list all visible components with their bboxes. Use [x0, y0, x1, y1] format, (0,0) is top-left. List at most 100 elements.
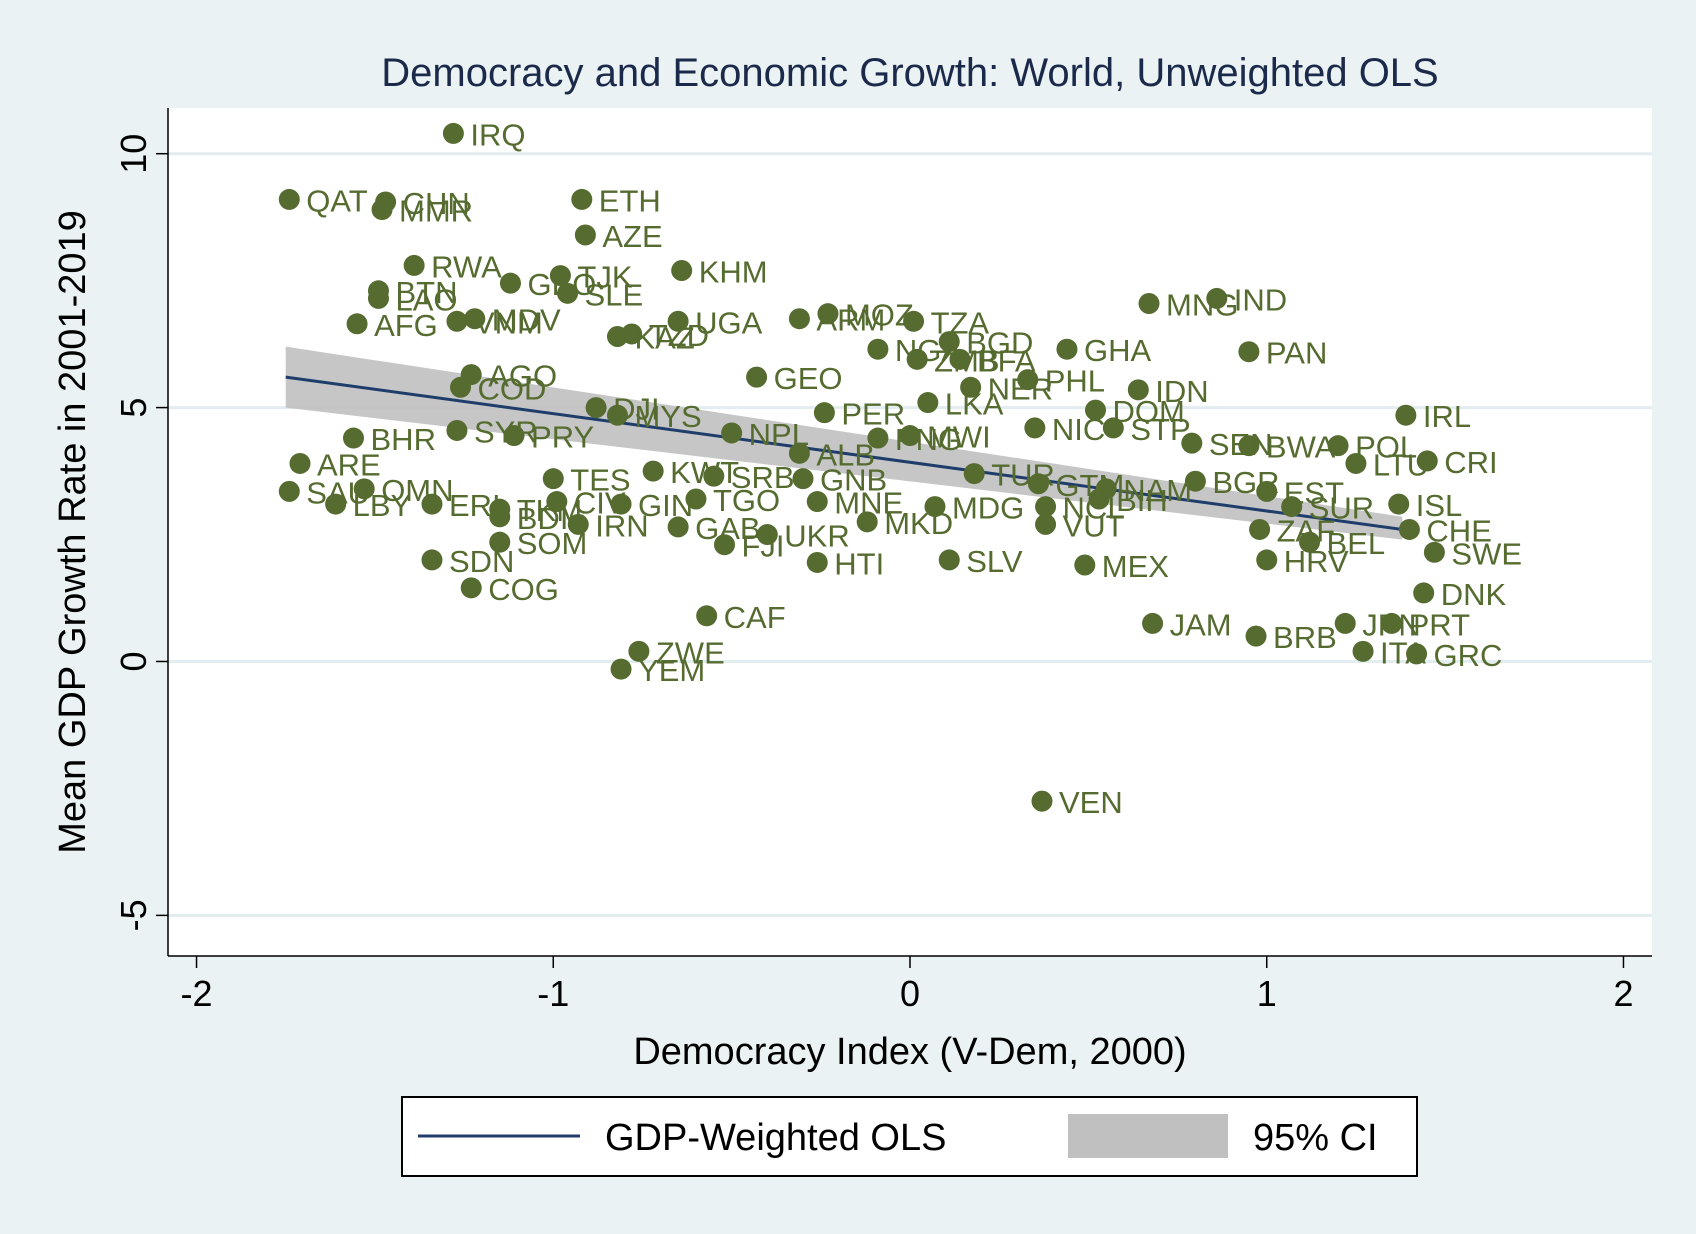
data-point [549, 265, 571, 287]
point-label: COG [488, 572, 559, 607]
y-tick-label: 0 [113, 651, 154, 671]
data-point [1423, 541, 1445, 563]
point-label: CRI [1444, 445, 1497, 480]
point-label: BIH [1116, 483, 1168, 518]
point-label: CAF [724, 600, 786, 635]
data-point [421, 493, 443, 515]
data-point [899, 425, 921, 447]
point-label: BDI [517, 501, 569, 536]
data-point [960, 376, 982, 398]
data-point [489, 531, 511, 553]
data-point [1088, 488, 1110, 510]
data-point [788, 442, 810, 464]
point-label: VEN [1059, 785, 1123, 820]
data-point [557, 282, 579, 304]
point-label: JPN [1362, 607, 1421, 642]
point-label: MMR [399, 194, 473, 229]
point-label: MDG [952, 491, 1024, 526]
data-point [278, 480, 300, 502]
data-point [610, 658, 632, 680]
data-point [1327, 435, 1349, 457]
point-label: VUT [1063, 508, 1125, 543]
data-point [1138, 292, 1160, 314]
data-point [813, 402, 835, 424]
point-label: UKR [784, 519, 849, 554]
data-point [1035, 496, 1057, 518]
point-label: MNG [1166, 287, 1238, 322]
point-label: DOM [1113, 394, 1185, 429]
point-label: IRL [1423, 399, 1471, 434]
data-point [1413, 582, 1435, 604]
point-label: LKA [945, 387, 1004, 422]
point-label: MEX [1102, 549, 1170, 584]
data-point [1031, 790, 1053, 812]
data-point [1398, 518, 1420, 540]
data-point [685, 488, 707, 510]
point-label: SDN [449, 544, 514, 579]
point-label: HRV [1284, 544, 1349, 579]
data-point [446, 419, 468, 441]
point-label: MOZ [845, 298, 914, 333]
x-tick-label: -1 [537, 973, 569, 1014]
data-point [938, 331, 960, 353]
point-label: ERI [449, 488, 501, 523]
point-label: FJI [742, 529, 785, 564]
data-point [1056, 338, 1078, 360]
point-label: TGO [713, 483, 780, 518]
x-tick-label: 1 [1257, 973, 1277, 1014]
data-point [542, 468, 564, 490]
data-point [343, 427, 364, 449]
point-label: CHE [1426, 513, 1491, 548]
data-point [1381, 612, 1403, 634]
point-label: SOM [517, 526, 588, 561]
point-label: ISL [1416, 488, 1463, 523]
y-tick-label: -5 [113, 899, 154, 931]
data-point [806, 491, 828, 513]
point-label: IDN [1155, 374, 1208, 409]
data-point [353, 478, 375, 500]
point-label: MNE [834, 486, 903, 521]
point-label: QAT [306, 183, 367, 218]
point-label: ARM [816, 303, 885, 338]
data-point [1245, 625, 1267, 647]
point-label: PNG [895, 422, 962, 457]
point-label: KAZ [634, 321, 694, 356]
point-label: ALB [816, 437, 875, 472]
data-point [938, 549, 960, 571]
data-point [571, 188, 593, 210]
legend-fit-label: GDP-Weighted OLS [605, 1117, 946, 1159]
point-label: ZMB [934, 343, 999, 378]
point-label: NCL [1063, 491, 1125, 526]
legend-ci-swatch [1068, 1114, 1228, 1158]
data-point [1206, 287, 1228, 309]
point-label: TZD [649, 318, 709, 353]
point-label: LAO [395, 282, 457, 317]
data-point [1181, 432, 1203, 454]
data-point [1085, 399, 1106, 421]
point-label: GNB [820, 463, 887, 498]
data-point [1024, 417, 1046, 439]
data-point [1345, 452, 1367, 474]
point-label: ARE [317, 447, 381, 482]
data-point [1184, 470, 1206, 492]
y-tick-label: 5 [113, 398, 154, 418]
point-label: PAN [1266, 336, 1327, 371]
point-label: TKM [517, 493, 582, 528]
fit-line-layer [285, 375, 1403, 531]
y-tick-label: 10 [113, 134, 154, 174]
x-axis-label: Democracy Index (V-Dem, 2000) [633, 1031, 1186, 1073]
point-label: LBY [353, 488, 412, 523]
data-point [546, 491, 568, 513]
data-point [574, 224, 596, 246]
point-label: AGO [488, 359, 557, 394]
point-label: SUR [1309, 491, 1374, 526]
point-label: CHN [403, 186, 470, 221]
data-point [567, 513, 589, 535]
data-point [1256, 549, 1278, 571]
point-label: ITA [1380, 635, 1426, 670]
point-label: UGA [695, 305, 763, 340]
point-label: PER [841, 397, 905, 432]
data-point [503, 425, 525, 447]
data-point [963, 463, 985, 485]
